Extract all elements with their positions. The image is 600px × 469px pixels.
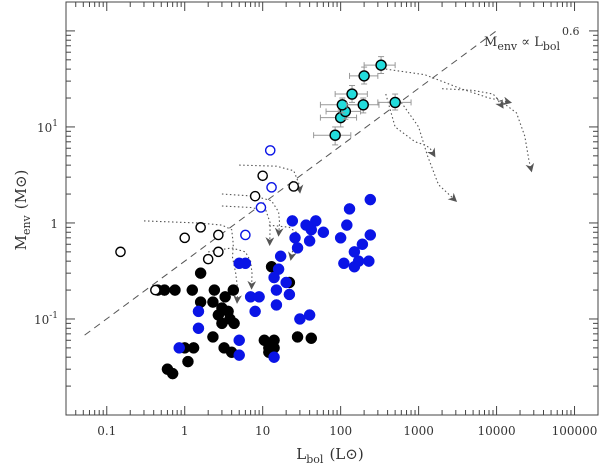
blue-filled-point [338, 257, 350, 270]
relation-annotation: Menv ∝ Lbol0.6 [484, 25, 580, 53]
evolutionary-track [239, 164, 304, 194]
blue-open-point [266, 182, 277, 193]
blue-filled-point [289, 232, 301, 244]
cyan-point-group [377, 93, 412, 111]
blue-filled-point [274, 250, 287, 263]
cyan-point [336, 99, 348, 111]
evolutionary-track [385, 93, 436, 158]
black-filled-point [169, 284, 181, 296]
blue-filled-point [270, 299, 283, 311]
blue-filled-point [291, 242, 304, 254]
blue-filled-point [364, 229, 377, 241]
black-open-point [150, 284, 161, 296]
black-filled-point [187, 342, 200, 354]
blue-filled-point [239, 257, 252, 270]
blue-filled-point [280, 276, 292, 289]
black-open-point [249, 190, 261, 202]
black-filled-point [268, 334, 280, 347]
cyan-point-group [313, 126, 352, 146]
blue-filled-point [233, 334, 245, 347]
black-filled-point [219, 291, 231, 303]
black-open-point [257, 170, 268, 182]
x-axis-title: Lbol (L⊙) [296, 445, 363, 466]
black-open-point [179, 232, 191, 244]
evolutionary-track [143, 220, 242, 304]
blue-filled-point [268, 351, 280, 363]
x-tick-label: 1 [181, 424, 189, 438]
cyan-point [346, 88, 358, 100]
blue-filled-point [317, 226, 330, 239]
blue-filled-point [343, 203, 356, 215]
black-filled-point [182, 355, 194, 368]
x-tick-label: 1000 [403, 424, 434, 438]
evolutionary-track [400, 102, 458, 202]
cyan-point-group [334, 85, 368, 103]
evolutionary-track [385, 68, 513, 106]
cyan-point-group [363, 56, 396, 75]
x-tick-label: 10 [255, 424, 270, 438]
data-points [115, 56, 412, 380]
blue-filled-point [341, 219, 353, 231]
evolutionary-track [221, 205, 275, 247]
blue-filled-point [303, 235, 316, 247]
cyan-point [389, 96, 401, 109]
blue-filled-point [286, 215, 299, 227]
x-tick-label: 0.1 [97, 424, 116, 438]
black-filled-point [186, 284, 199, 296]
cyan-point [329, 129, 341, 141]
blue-filled-point [356, 238, 369, 251]
x-tick-label: 100 [329, 424, 352, 438]
axes: 0.1 1 10 100 1000 10000 100000 10-1 1 101 [34, 1, 599, 438]
cyan-point [375, 59, 387, 71]
blue-filled-point [294, 313, 306, 325]
blue-filled-point [192, 322, 205, 335]
blue-filled-point [173, 342, 185, 354]
blue-filled-point [283, 288, 296, 301]
black-filled-point [166, 367, 179, 380]
evolutionary-track [221, 193, 284, 237]
evolutionary-track [442, 88, 504, 109]
black-filled-point [305, 332, 318, 344]
cyan-point-group [349, 66, 379, 85]
black-filled-point [291, 331, 304, 343]
black-filled-point [227, 284, 240, 296]
blue-open-point [264, 145, 276, 156]
plot-frame [65, 1, 599, 416]
blue-filled-point [272, 263, 285, 275]
blue-filled-point [310, 215, 322, 227]
x-tick-label: 100000 [552, 424, 598, 438]
x-tick-label: 10000 [477, 424, 515, 438]
black-filled-point [207, 296, 219, 308]
black-open-point [288, 181, 300, 192]
blue-filled-point [192, 305, 205, 318]
black-open-point [195, 222, 206, 233]
blue-filled-point [249, 305, 261, 318]
y-tick-label: 10-1 [34, 311, 58, 327]
y-axis-title: Menv(M⊙) [12, 170, 33, 251]
blue-filled-point [352, 255, 365, 267]
blue-filled-point [334, 232, 347, 244]
blue-open-point [240, 229, 251, 241]
blue-filled-point [303, 309, 316, 321]
blue-open-point [255, 202, 267, 213]
blue-filled-point [233, 349, 245, 361]
black-filled-point [228, 317, 240, 330]
evolutionary-track [496, 97, 535, 173]
black-open-point [202, 253, 214, 265]
blue-filled-point [364, 193, 377, 206]
blue-filled-point [253, 291, 265, 303]
cyan-point [358, 70, 370, 82]
black-filled-point [208, 284, 221, 296]
blue-filled-point [363, 255, 375, 267]
y-tick-label: 1 [50, 217, 58, 231]
cyan-point [357, 99, 369, 111]
black-open-point [115, 246, 126, 258]
black-filled-point [207, 331, 219, 343]
black-open-point [213, 229, 224, 241]
y-tick-label: 101 [37, 119, 58, 135]
black-open-point [213, 246, 224, 258]
blue-filled-point [270, 284, 283, 296]
black-filled-point [194, 267, 207, 279]
